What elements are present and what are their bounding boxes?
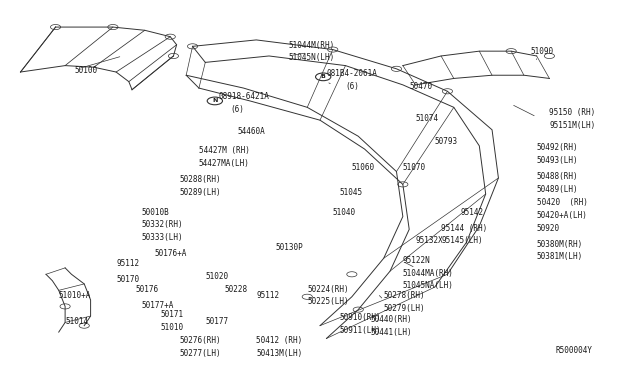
Text: 50910(RH): 50910(RH) xyxy=(339,314,381,323)
Text: (6): (6) xyxy=(231,105,244,114)
Text: 50130P: 50130P xyxy=(275,243,303,252)
Text: 51090: 51090 xyxy=(531,47,554,56)
Text: 51045NA(LH): 51045NA(LH) xyxy=(403,281,454,290)
Text: 51020: 51020 xyxy=(205,272,228,281)
Text: 50412 (RH): 50412 (RH) xyxy=(256,336,303,345)
Text: 50420+A(LH): 50420+A(LH) xyxy=(537,211,588,220)
Text: 51045: 51045 xyxy=(339,188,362,197)
Text: 50793: 50793 xyxy=(435,137,458,146)
Text: 50176: 50176 xyxy=(135,285,158,294)
Text: 50333(LH): 50333(LH) xyxy=(141,233,183,242)
Text: 51010: 51010 xyxy=(161,323,184,332)
Text: 50441(LH): 50441(LH) xyxy=(371,328,413,337)
Text: B: B xyxy=(321,74,326,79)
Text: 95144 (RH): 95144 (RH) xyxy=(441,224,487,232)
Text: 50440(RH): 50440(RH) xyxy=(371,315,413,324)
Text: 50177+A: 50177+A xyxy=(141,301,174,310)
Text: 50492(RH): 50492(RH) xyxy=(537,143,579,152)
Text: 50488(RH): 50488(RH) xyxy=(537,172,579,181)
Text: 50100: 50100 xyxy=(75,66,98,75)
Text: 50279(LH): 50279(LH) xyxy=(384,304,426,313)
Text: 50413M(LH): 50413M(LH) xyxy=(256,349,303,358)
Text: 95142: 95142 xyxy=(460,208,483,217)
Text: 51010+A: 51010+A xyxy=(59,291,91,300)
Text: 50170: 50170 xyxy=(116,275,140,284)
Text: 54427M (RH): 54427M (RH) xyxy=(199,147,250,155)
Text: 50288(RH): 50288(RH) xyxy=(180,175,221,185)
Text: 95145(LH): 95145(LH) xyxy=(441,236,483,246)
Text: 50276(RH): 50276(RH) xyxy=(180,336,221,345)
Text: 50489(LH): 50489(LH) xyxy=(537,185,579,194)
Text: 51014: 51014 xyxy=(65,317,88,326)
Text: 50920: 50920 xyxy=(537,224,560,232)
Text: 081B4-2061A: 081B4-2061A xyxy=(326,70,377,78)
Text: 50228: 50228 xyxy=(225,285,248,294)
Text: 51044MA(RH): 51044MA(RH) xyxy=(403,269,454,278)
Text: 51060: 51060 xyxy=(352,163,375,171)
Text: 51074: 51074 xyxy=(415,115,438,124)
Text: 51045N(LH): 51045N(LH) xyxy=(288,54,334,62)
Text: 95132X: 95132X xyxy=(415,236,444,246)
Text: 50278(RH): 50278(RH) xyxy=(384,291,426,300)
Text: 95122N: 95122N xyxy=(403,256,431,264)
Text: 50332(RH): 50332(RH) xyxy=(141,220,183,230)
Text: 50224(RH): 50224(RH) xyxy=(307,285,349,294)
Text: (6): (6) xyxy=(346,82,360,91)
Text: 50381M(LH): 50381M(LH) xyxy=(537,253,583,262)
Text: 50277(LH): 50277(LH) xyxy=(180,349,221,358)
Text: 54427MA(LH): 54427MA(LH) xyxy=(199,159,250,169)
Text: 51044M(RH): 51044M(RH) xyxy=(288,41,334,49)
Text: 50289(LH): 50289(LH) xyxy=(180,188,221,197)
Text: 95112: 95112 xyxy=(256,291,280,300)
Text: 50010B: 50010B xyxy=(141,208,170,217)
Text: 54460A: 54460A xyxy=(237,127,265,136)
Text: 51070: 51070 xyxy=(403,163,426,171)
Text: 95112: 95112 xyxy=(116,259,140,268)
Text: 95151M(LH): 95151M(LH) xyxy=(549,121,596,130)
Text: 50225(LH): 50225(LH) xyxy=(307,297,349,307)
Text: R500004Y: R500004Y xyxy=(556,346,593,355)
Text: 50470: 50470 xyxy=(409,82,433,91)
Text: 50177: 50177 xyxy=(205,317,228,326)
Text: 50493(LH): 50493(LH) xyxy=(537,156,579,165)
Text: 51040: 51040 xyxy=(333,208,356,217)
Text: 50911(LH): 50911(LH) xyxy=(339,326,381,335)
Text: 50171: 50171 xyxy=(161,310,184,319)
Text: 50380M(RH): 50380M(RH) xyxy=(537,240,583,248)
Text: 50420  (RH): 50420 (RH) xyxy=(537,198,588,207)
Text: 95150 (RH): 95150 (RH) xyxy=(549,108,596,117)
Text: 08918-6421A: 08918-6421A xyxy=(218,92,269,101)
Text: N: N xyxy=(212,99,218,103)
Text: 50176+A: 50176+A xyxy=(154,249,187,258)
